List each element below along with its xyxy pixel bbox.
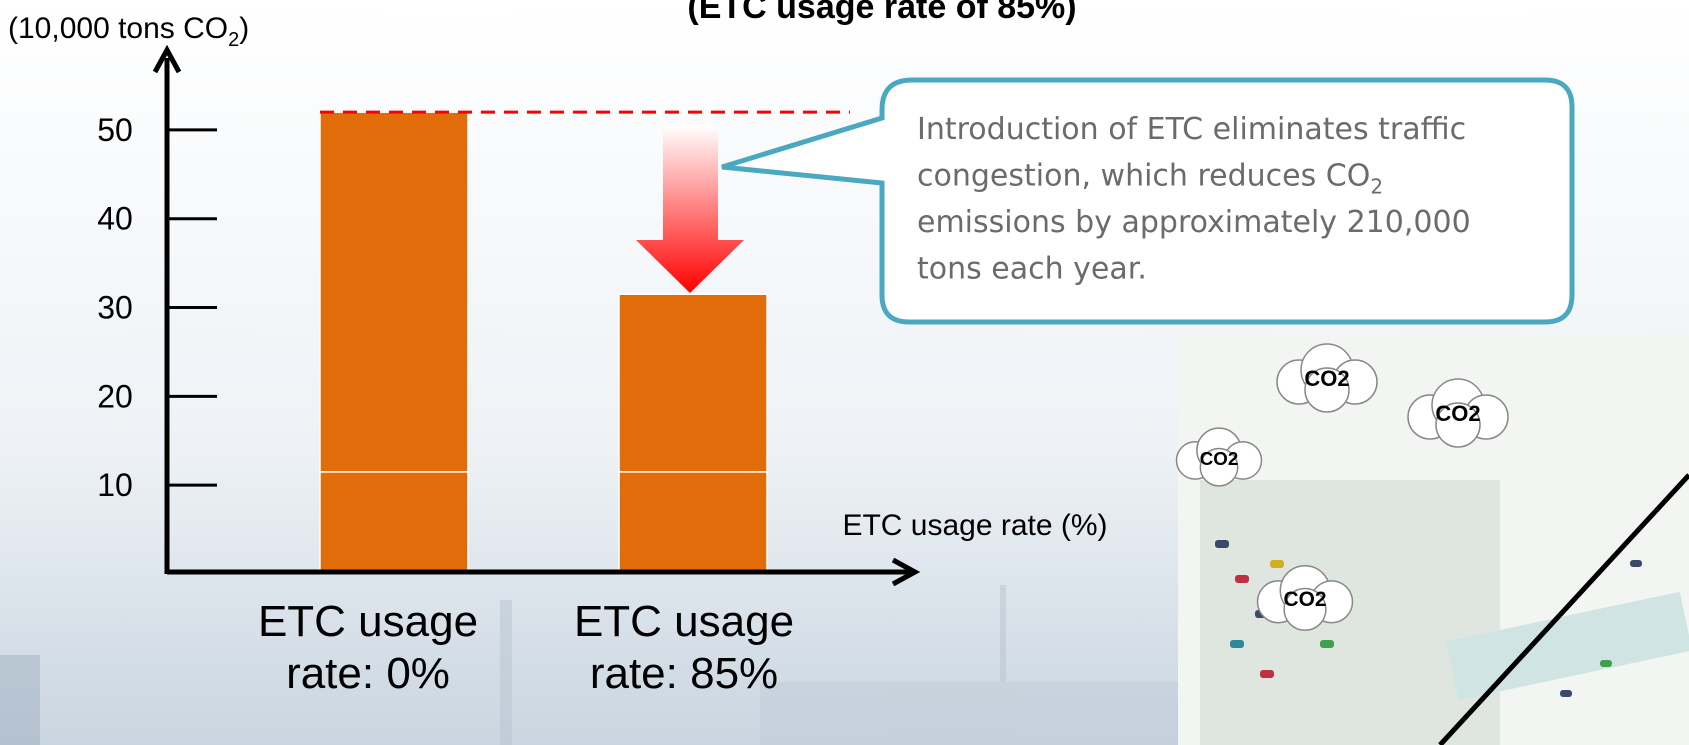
callout-text: Introduction of ETC eliminates traffic (917, 112, 1466, 147)
callout-text: tons each year. (917, 252, 1147, 287)
x-tick-label: ETC usage (574, 597, 794, 646)
y-tick-label: 40 (97, 201, 133, 237)
callout-text-part: emissions by approximately 210,000 (917, 205, 1471, 240)
y-tick-label: 20 (97, 378, 133, 414)
bar-segment (619, 472, 767, 574)
x-tick-label: rate: 85% (590, 649, 778, 698)
x-tick-label: rate: 0% (286, 649, 450, 698)
x-tick-label: ETC usage (258, 597, 478, 646)
y-axis-label-part: ) (239, 12, 249, 45)
chart: (ETC usage rate of 85%) (10,000 tons CO2… (0, 0, 1689, 745)
callout-text-part: tons each year. (917, 252, 1147, 287)
y-axis-label-part: (10,000 tons CO (8, 12, 228, 45)
bar-segment (320, 112, 468, 472)
y-tick-label: 30 (97, 290, 133, 326)
co2-label: CO2 (1304, 366, 1349, 391)
chart-title: (ETC usage rate of 85%) (687, 0, 1076, 26)
callout-text-part: 2 (1370, 175, 1383, 199)
callout-text: congestion, which reduces CO2 (917, 159, 1383, 199)
y-tick-label: 10 (97, 467, 133, 503)
bar-segment (320, 472, 468, 574)
co2-label: CO2 (1200, 448, 1238, 469)
co2-label: CO2 (1284, 588, 1327, 611)
bar-segment (619, 294, 767, 472)
y-tick-label: 50 (97, 112, 133, 148)
y-axis-label-part: 2 (228, 29, 239, 51)
callout-text: emissions by approximately 210,000 (917, 205, 1471, 240)
x-axis-label: ETC usage rate (%) (842, 509, 1107, 542)
co2-label: CO2 (1435, 401, 1480, 426)
callout-text-part: congestion, which reduces CO (917, 159, 1370, 194)
callout-text-part: Introduction of ETC eliminates traffic (917, 112, 1466, 147)
